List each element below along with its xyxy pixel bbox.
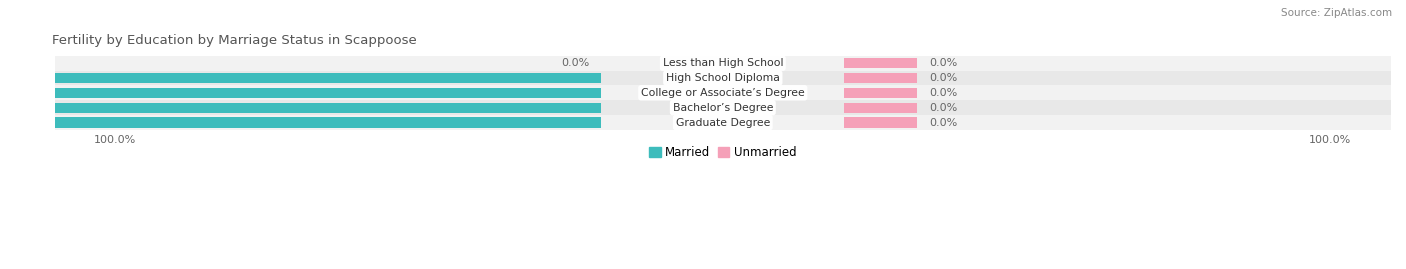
Bar [0, 118, 602, 128]
Text: 100.0%: 100.0% [6, 118, 52, 128]
Bar [844, 102, 917, 113]
Bar [0, 102, 602, 113]
Text: High School Diploma: High School Diploma [666, 73, 780, 83]
Text: 0.0%: 0.0% [929, 73, 957, 83]
Bar [844, 73, 917, 83]
Bar [55, 115, 1391, 130]
Text: 100.0%: 100.0% [6, 103, 52, 113]
Bar [55, 56, 1391, 70]
Text: Source: ZipAtlas.com: Source: ZipAtlas.com [1281, 8, 1392, 18]
Text: 0.0%: 0.0% [929, 103, 957, 113]
Bar [844, 58, 917, 68]
Bar [55, 100, 1391, 115]
Bar [55, 70, 1391, 85]
Bar [55, 85, 1391, 100]
Bar [844, 118, 917, 128]
Text: 0.0%: 0.0% [929, 118, 957, 128]
Text: 100.0%: 100.0% [6, 73, 52, 83]
Text: Graduate Degree: Graduate Degree [676, 118, 770, 128]
Text: Fertility by Education by Marriage Status in Scappoose: Fertility by Education by Marriage Statu… [52, 34, 416, 47]
Text: College or Associate’s Degree: College or Associate’s Degree [641, 88, 804, 98]
Text: 0.0%: 0.0% [561, 58, 589, 68]
Bar [844, 88, 917, 98]
Bar [0, 73, 602, 83]
Text: 0.0%: 0.0% [929, 58, 957, 68]
Legend: Married, Unmarried: Married, Unmarried [644, 142, 801, 164]
Text: Bachelor’s Degree: Bachelor’s Degree [672, 103, 773, 113]
Text: 0.0%: 0.0% [929, 88, 957, 98]
Text: 100.0%: 100.0% [6, 88, 52, 98]
Bar [0, 88, 602, 98]
Text: Less than High School: Less than High School [662, 58, 783, 68]
